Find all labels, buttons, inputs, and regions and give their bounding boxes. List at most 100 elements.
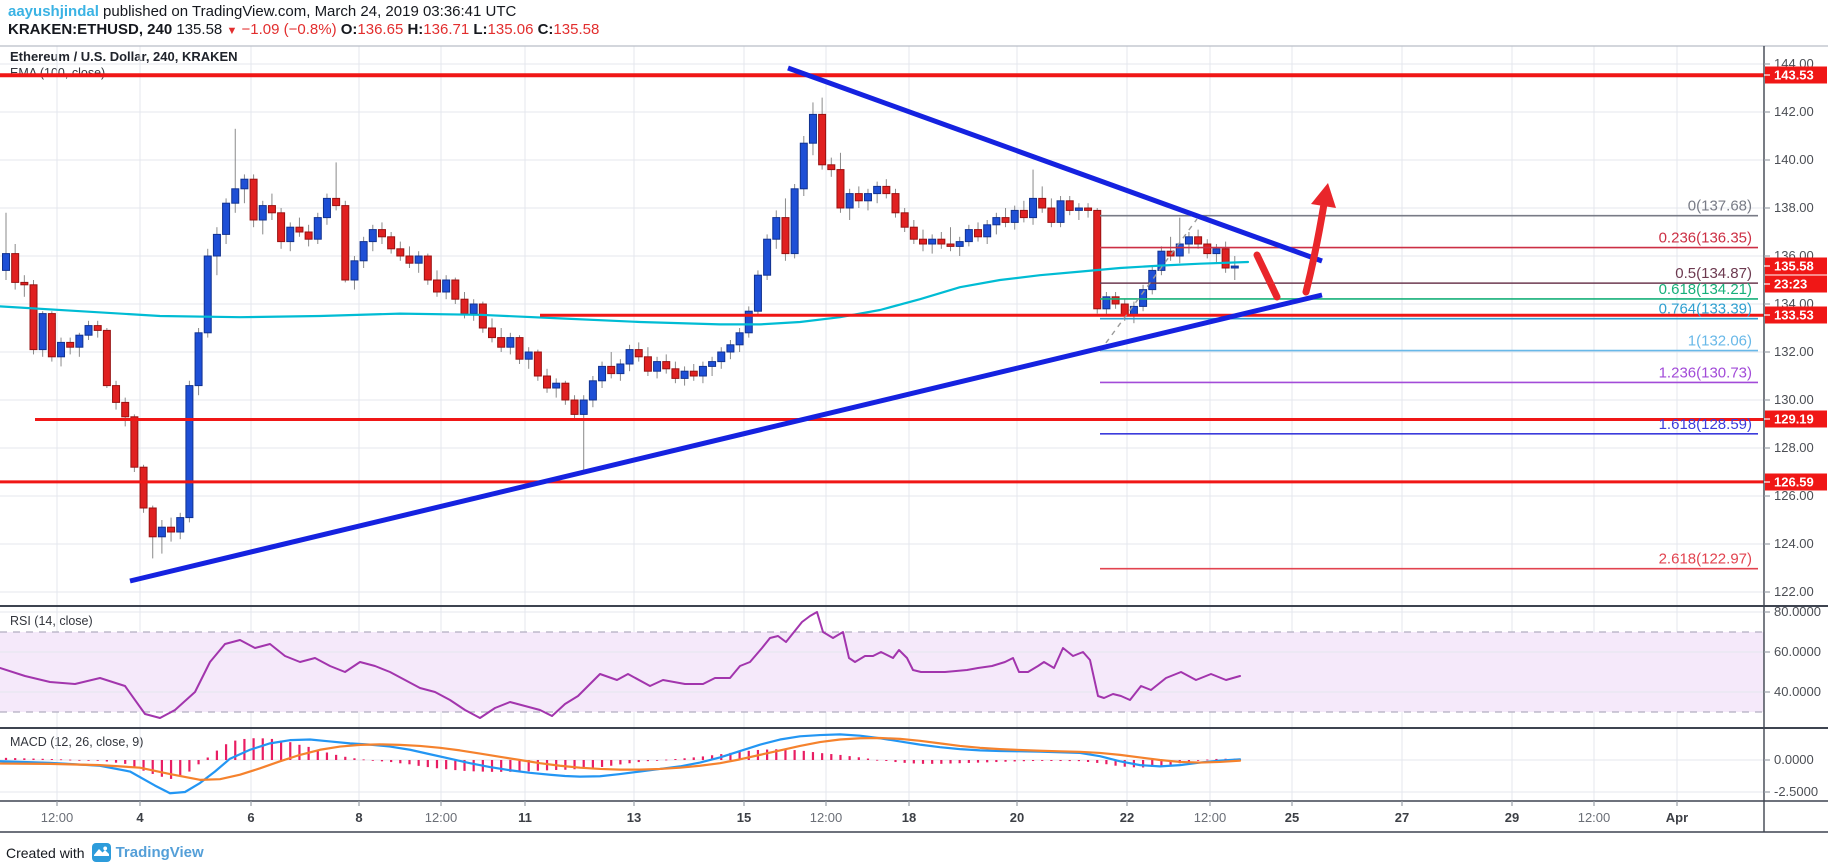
macd-histogram-bar [197, 760, 200, 765]
candle-body [2, 253, 10, 271]
time-tick-label: 12:00 [41, 810, 74, 825]
price-change: −1.09 (−0.8%) [241, 21, 337, 38]
macd-histogram-bar [472, 760, 475, 772]
candle-body [680, 370, 689, 379]
candle-body [616, 363, 625, 375]
candle-body [717, 351, 726, 363]
macd-histogram-bar [435, 760, 439, 769]
candle-body [625, 349, 634, 365]
macd-histogram-bar [903, 760, 906, 763]
ema-line[interactable] [0, 260, 1250, 326]
macd-histogram-bar [876, 759, 879, 761]
candle-body [93, 325, 102, 331]
breakout-arrow[interactable] [1302, 200, 1328, 296]
macd-histogram-bar [243, 738, 246, 760]
watermark: Created with TradingView [6, 843, 204, 862]
macd-histogram-bar [353, 758, 356, 760]
candle-body [1194, 236, 1203, 245]
macd-histogram-bar [280, 740, 283, 760]
macd-histogram-bar [591, 760, 594, 768]
candle-body [552, 382, 561, 389]
macd-histogram-bar [1031, 760, 1035, 762]
macd-histogram-bar [885, 760, 888, 761]
macd-histogram-bar [463, 760, 466, 771]
price-badge-label: 143.53 [1774, 68, 1814, 83]
candle-body [1139, 289, 1148, 307]
macd-histogram-bar [1041, 760, 1044, 761]
macd-histogram-bar [710, 755, 714, 760]
candle-body [157, 526, 166, 538]
macd-histogram-bar [1206, 759, 1209, 761]
candle-body [891, 193, 900, 214]
pullback-arrow[interactable] [1253, 251, 1281, 301]
price-tick-label: 124.00 [1774, 536, 1814, 551]
candle-body [598, 365, 607, 382]
macd-histogram-bar [206, 757, 209, 760]
macd-histogram-bar [179, 760, 182, 777]
candle-body [708, 361, 717, 367]
macd-histogram-bar [151, 760, 154, 774]
candle-body [130, 416, 139, 468]
candle-body [286, 226, 295, 243]
candle-body [827, 164, 836, 171]
brand-name[interactable]: TradingView [115, 844, 204, 861]
fib-level-label: 0(137.68) [1688, 198, 1752, 215]
candle-body [313, 217, 322, 240]
candle-body [1047, 207, 1056, 223]
macd-histogram-bar [417, 760, 420, 766]
candle-body [112, 385, 121, 403]
chart-title[interactable]: Ethereum / U.S. Dollar, 240, KRAKEN [10, 49, 238, 64]
macd-histogram-bar [1077, 760, 1080, 762]
time-tick-label: 12:00 [810, 810, 843, 825]
macd-histogram-bar [894, 760, 897, 763]
candle-body [368, 229, 377, 243]
macd-histogram-bar [692, 757, 695, 760]
macd-histogram-bar [600, 760, 604, 768]
macd-tick-label: -2.5000 [1774, 784, 1818, 799]
trendline-descending[interactable] [787, 65, 1323, 264]
publish-line: aayushjindal published on TradingView.co… [8, 3, 516, 20]
macd-histogram-bar [362, 759, 365, 761]
candle-body [47, 313, 56, 358]
macd-histogram-bar [78, 759, 81, 761]
candle-body [937, 238, 946, 245]
candle-body [524, 351, 533, 360]
trendline-ascending[interactable] [129, 292, 1323, 584]
candle-body [882, 185, 891, 195]
rsi-line[interactable] [0, 611, 1241, 719]
macd-indicator-label[interactable]: MACD (12, 26, close, 9) [10, 735, 144, 749]
macd-signal-line[interactable] [0, 736, 1242, 781]
macd-histogram-bar [509, 760, 512, 772]
macd-histogram-bar [316, 749, 319, 760]
macd-histogram-bar [142, 760, 145, 771]
candle-body [1166, 250, 1175, 257]
candle-body [808, 113, 817, 144]
price-badge-label: 135.58 [1774, 259, 1814, 274]
macd-histogram-bar [1141, 760, 1145, 768]
fib-guide-dashed-line[interactable] [1099, 218, 1198, 352]
rsi-indicator-label[interactable]: RSI (14, close) [10, 614, 93, 628]
candle-body [763, 238, 772, 276]
candle-body [543, 375, 552, 389]
tradingview-logo-icon[interactable] [91, 843, 111, 862]
candle-body [185, 385, 194, 519]
down-arrow-icon: ▼ [226, 25, 238, 37]
candle-body [176, 517, 185, 533]
price-tick-label: 128.00 [1774, 440, 1814, 455]
macd-histogram-bar [1197, 760, 1200, 761]
macd-histogram-bar [1169, 760, 1172, 765]
candle-body [671, 368, 680, 379]
candle-body [194, 332, 203, 387]
candle-body [102, 329, 111, 387]
macd-histogram-bar [738, 751, 741, 760]
macd-histogram-bar [802, 750, 805, 760]
symbol-name[interactable]: KRAKEN:ETHUSD, 240 [8, 21, 173, 38]
candle-body [222, 202, 231, 235]
macd-histogram-bar [69, 759, 72, 761]
candle-body [662, 361, 671, 370]
rsi-tick-label: 60.0000 [1774, 644, 1821, 659]
author-link[interactable]: aayushjindal [8, 3, 99, 20]
fib-level-label: 0.5(134.87) [1675, 265, 1752, 282]
candle-body [11, 253, 20, 283]
